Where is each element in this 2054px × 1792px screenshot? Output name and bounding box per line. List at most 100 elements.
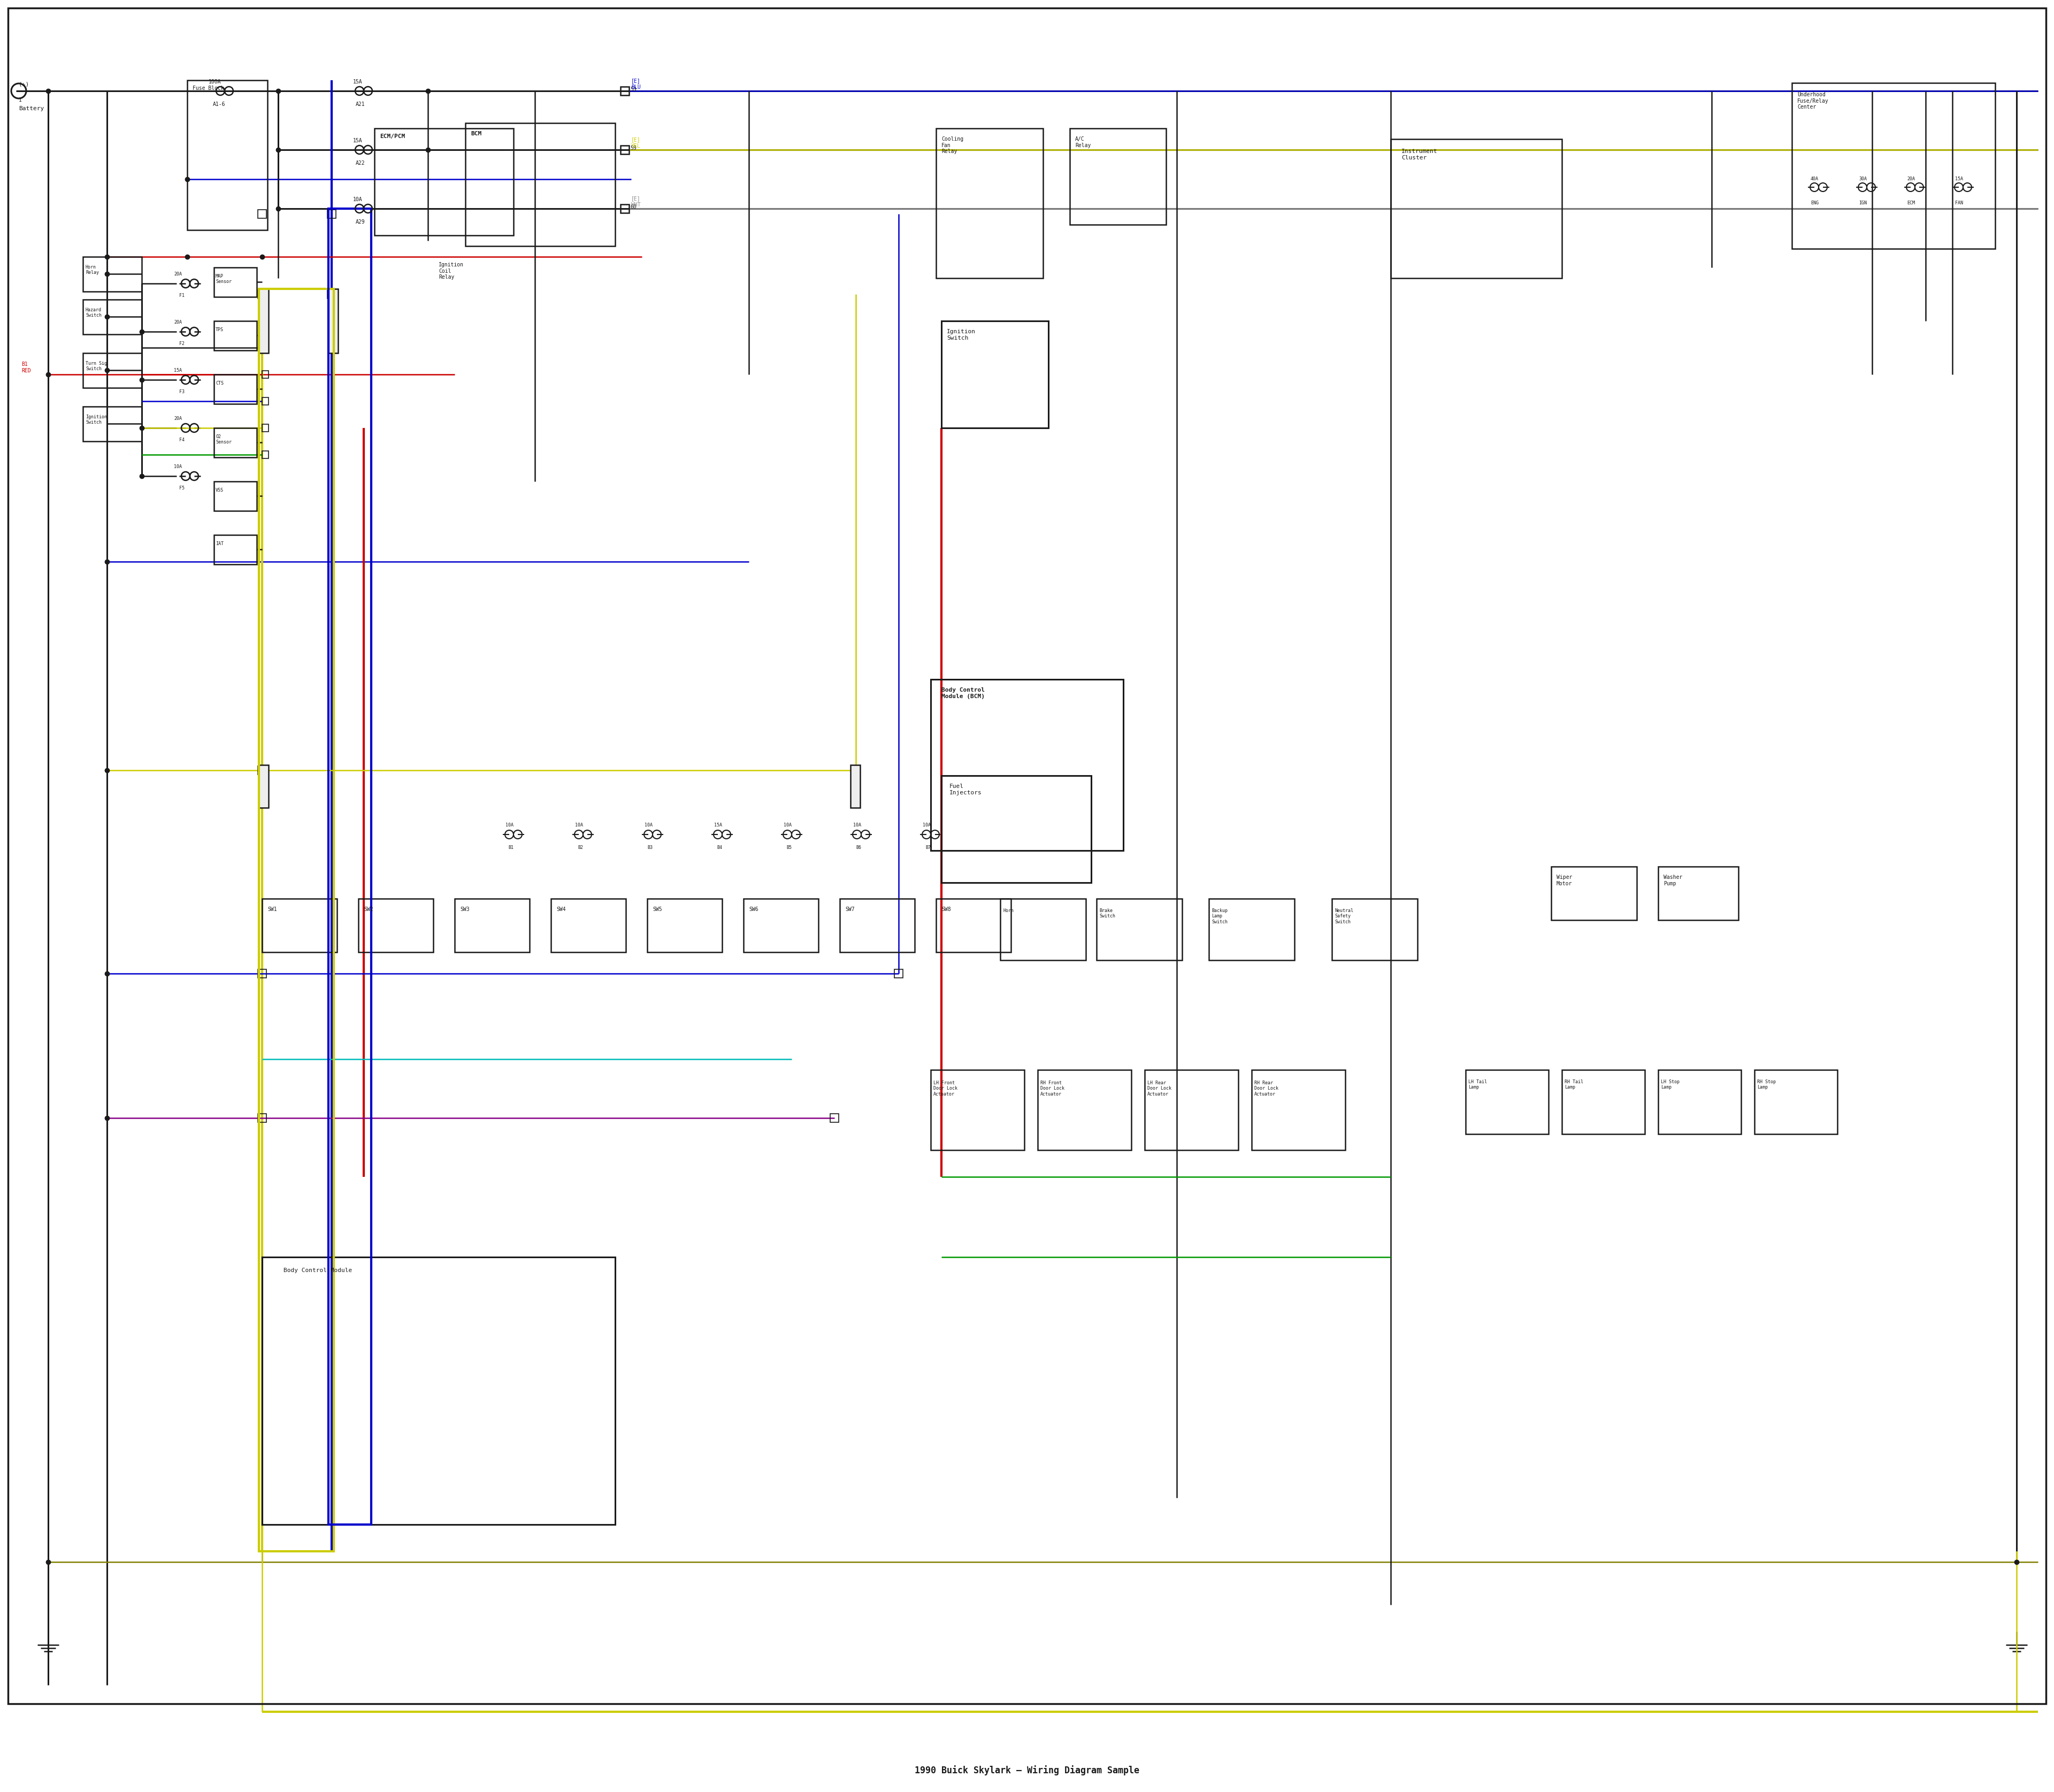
Bar: [840, 898, 914, 952]
Text: ECM/PCM: ECM/PCM: [380, 134, 405, 140]
Bar: [1000, 898, 1087, 961]
Text: SW2: SW2: [364, 907, 374, 912]
Text: 20A: 20A: [175, 416, 183, 421]
Text: F4: F4: [179, 437, 185, 443]
Bar: [1070, 129, 1167, 224]
Text: B1: B1: [507, 846, 514, 849]
Text: O2
Sensor: O2 Sensor: [216, 434, 232, 444]
Bar: [214, 536, 257, 564]
Bar: [259, 1113, 267, 1122]
Bar: [852, 765, 861, 774]
Text: 10A: 10A: [922, 823, 930, 828]
Text: 20A: 20A: [1906, 177, 1914, 181]
Text: 30A: 30A: [1859, 177, 1867, 181]
Bar: [214, 267, 257, 297]
Bar: [259, 210, 267, 219]
Bar: [1331, 898, 1417, 961]
Text: BCM: BCM: [470, 131, 481, 136]
Text: Brake
Switch: Brake Switch: [1099, 909, 1115, 919]
Text: Horn: Horn: [1002, 909, 1013, 914]
Text: Body Control
Module (BCM): Body Control Module (BCM): [941, 688, 984, 699]
Bar: [329, 289, 339, 353]
Bar: [930, 1070, 1025, 1150]
Bar: [1251, 1070, 1345, 1150]
Text: RH Front
Door Lock
Actuator: RH Front Door Lock Actuator: [1041, 1081, 1064, 1097]
Text: Backup
Lamp
Switch: Backup Lamp Switch: [1212, 909, 1228, 925]
Text: [E]
BLU: [E] BLU: [631, 79, 641, 90]
Text: 59: 59: [631, 145, 637, 151]
Text: B3: B3: [647, 846, 653, 849]
Text: [E]
WHT: [E] WHT: [631, 195, 641, 208]
Text: A/C
Relay: A/C Relay: [1074, 136, 1091, 149]
Bar: [893, 969, 904, 978]
Text: 10A: 10A: [575, 823, 583, 828]
Text: RH Tail
Lamp: RH Tail Lamp: [1565, 1079, 1584, 1090]
Text: IAT: IAT: [216, 541, 224, 547]
Text: VSS: VSS: [216, 487, 224, 493]
Bar: [941, 776, 1091, 883]
Text: RH Stop
Lamp: RH Stop Lamp: [1756, 1079, 1777, 1090]
Text: Battery: Battery: [18, 106, 43, 111]
Text: LH Rear
Door Lock
Actuator: LH Rear Door Lock Actuator: [1148, 1081, 1171, 1097]
Text: SW7: SW7: [844, 907, 854, 912]
Text: 10A: 10A: [175, 464, 183, 470]
Text: 20A: 20A: [175, 321, 183, 324]
Bar: [263, 898, 337, 952]
Bar: [1791, 82, 1994, 249]
Text: 15A: 15A: [1955, 177, 1964, 181]
Bar: [259, 289, 333, 1552]
Bar: [454, 898, 530, 952]
Text: F1: F1: [179, 294, 185, 297]
Bar: [263, 371, 269, 378]
Text: 20A: 20A: [175, 272, 183, 276]
Text: 15A: 15A: [353, 138, 362, 143]
Text: Hazard
Switch: Hazard Switch: [86, 308, 101, 317]
Bar: [550, 898, 626, 952]
Bar: [187, 81, 267, 229]
Bar: [1037, 1070, 1132, 1150]
Bar: [214, 375, 257, 403]
Text: RH Rear
Door Lock
Actuator: RH Rear Door Lock Actuator: [1255, 1081, 1278, 1097]
Bar: [82, 256, 142, 292]
Text: 100A: 100A: [210, 79, 222, 84]
Text: SW1: SW1: [267, 907, 277, 912]
Text: MAP
Sensor: MAP Sensor: [216, 274, 232, 285]
Text: 15A: 15A: [715, 823, 723, 828]
Text: Ignition
Switch: Ignition Switch: [86, 414, 107, 425]
Text: 60: 60: [631, 204, 637, 210]
Text: SW8: SW8: [941, 907, 951, 912]
Text: FAN: FAN: [1955, 201, 1964, 206]
Bar: [214, 428, 257, 457]
Bar: [744, 898, 817, 952]
Text: 10A: 10A: [645, 823, 653, 828]
Text: 1990 Buick Skylark — Wiring Diagram Sample: 1990 Buick Skylark — Wiring Diagram Samp…: [914, 1765, 1140, 1776]
Bar: [620, 145, 629, 154]
Text: 59: 59: [631, 86, 637, 91]
Text: 40A: 40A: [1812, 177, 1818, 181]
Bar: [620, 204, 629, 213]
Text: SW3: SW3: [460, 907, 470, 912]
Bar: [263, 398, 269, 405]
Text: F5: F5: [179, 486, 185, 491]
Text: Body Control Module: Body Control Module: [283, 1267, 351, 1272]
Text: Instrument
Cluster: Instrument Cluster: [1401, 149, 1438, 159]
Text: Fuel
Injectors: Fuel Injectors: [949, 783, 982, 796]
Bar: [1658, 867, 1738, 919]
Text: Horn
Relay: Horn Relay: [86, 265, 99, 276]
Bar: [259, 765, 269, 808]
Text: Fuse Block: Fuse Block: [193, 86, 224, 91]
Bar: [620, 86, 629, 95]
Bar: [1561, 1070, 1645, 1134]
Bar: [1097, 898, 1183, 961]
Bar: [357, 898, 433, 952]
Text: 15A: 15A: [175, 367, 183, 373]
Bar: [327, 210, 337, 219]
Text: A22: A22: [355, 161, 366, 167]
Bar: [259, 765, 267, 774]
Text: CTS: CTS: [216, 382, 224, 385]
Bar: [1391, 140, 1561, 278]
Text: SW4: SW4: [557, 907, 565, 912]
Bar: [214, 482, 257, 511]
Text: Ignition
Switch: Ignition Switch: [947, 330, 976, 340]
Text: B1
RED: B1 RED: [21, 362, 31, 373]
